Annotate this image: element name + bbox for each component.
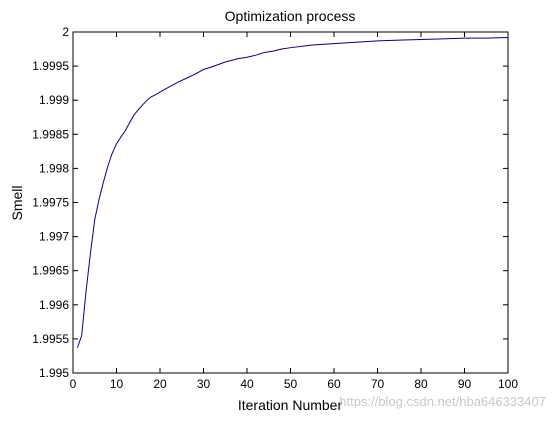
y-tick-label: 1.9995 [32, 59, 69, 73]
y-tick-label: 1.9975 [32, 196, 69, 210]
x-tick-label: 70 [371, 377, 385, 391]
y-tick-label: 1.998 [39, 161, 69, 175]
y-tick-label: 2 [62, 25, 69, 39]
x-tick-label: 10 [110, 377, 124, 391]
plot-area [72, 31, 509, 374]
y-tick-label: 1.997 [39, 230, 69, 244]
x-tick-label: 60 [327, 377, 341, 391]
x-axis-ticks: 0 10 20 30 40 50 60 70 80 90 100 [70, 32, 518, 391]
y-tick-label: 1.9955 [32, 332, 69, 346]
y-axis-ticks: 1.995 1.9955 1.996 1.9965 1.997 1.9975 1.998 1.… [32, 25, 508, 380]
x-tick-label: 100 [498, 377, 518, 391]
y-tick-label: 1.9965 [32, 264, 69, 278]
y-axis-label: Smell [9, 185, 25, 220]
x-tick-label: 80 [414, 377, 428, 391]
x-tick-label: 30 [197, 377, 211, 391]
x-tick-label: 50 [284, 377, 298, 391]
y-tick-label: 1.9985 [32, 127, 69, 141]
y-tick-label: 1.999 [39, 93, 69, 107]
x-tick-label: 90 [458, 377, 472, 391]
x-tick-label: 40 [240, 377, 254, 391]
x-tick-label: 0 [70, 377, 77, 391]
x-axis-label: Iteration Number [238, 397, 343, 413]
series-layer [76, 36, 509, 348]
chart-title: Optimization process [225, 8, 356, 24]
y-tick-label: 1.996 [39, 298, 69, 312]
y-tick-label: 1.995 [39, 366, 69, 380]
x-tick-label: 20 [153, 377, 167, 391]
watermark: https://blog.csdn.net/hba646333407 [339, 394, 546, 409]
series-line [76, 36, 509, 348]
